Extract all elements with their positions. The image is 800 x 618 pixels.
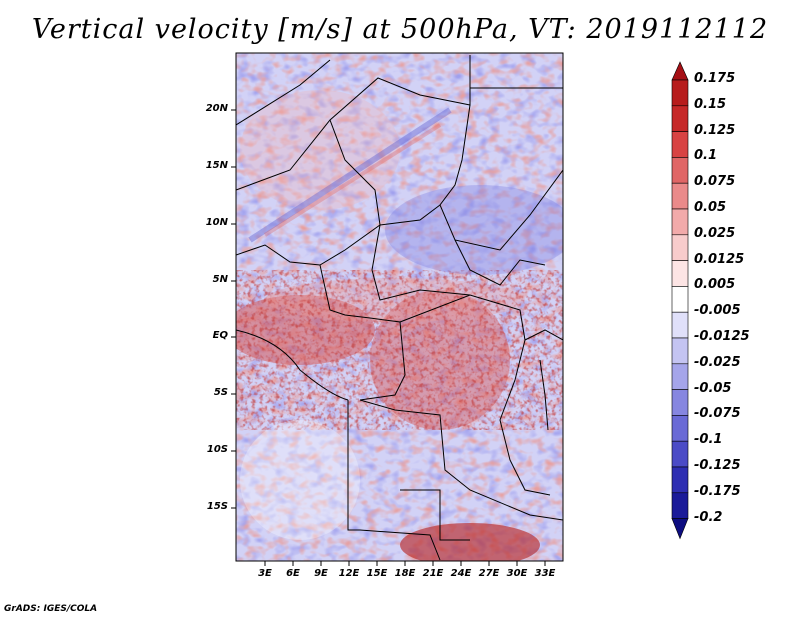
colorbar-label: 0.005 bbox=[694, 277, 736, 293]
colorbar-label: 0.05 bbox=[694, 200, 727, 215]
colorbar-swatch bbox=[671, 389, 689, 416]
colorbar-swatch bbox=[671, 440, 689, 468]
colorbar-max-arrow bbox=[671, 61, 689, 81]
chart-title: Vertical velocity [m/s] at 500hPa, VT: 2… bbox=[31, 14, 769, 45]
longitude-label: 15E bbox=[366, 568, 388, 579]
footer-credit: GrADS: IGES/COLA bbox=[4, 604, 98, 614]
colorbar-swatch bbox=[671, 337, 689, 365]
map-frame bbox=[235, 52, 564, 562]
colorbar-swatch bbox=[671, 182, 689, 210]
colorbar-label: 0.025 bbox=[694, 225, 736, 241]
latitude-label: EQ bbox=[212, 330, 228, 341]
axis-ticks bbox=[231, 109, 546, 566]
colorbar-swatch bbox=[671, 157, 689, 184]
colorbar-swatch bbox=[671, 415, 689, 442]
colorbar-label: 0.15 bbox=[694, 96, 727, 112]
latitude-label: 5N bbox=[212, 274, 228, 285]
colorbar-swatch bbox=[671, 131, 689, 158]
colorbar-label: -0.125 bbox=[694, 458, 741, 473]
longitude-label: 30E bbox=[506, 568, 528, 579]
colorbar-label: -0.005 bbox=[694, 303, 741, 319]
longitude-label: 9E bbox=[314, 568, 328, 579]
colorbar-label: -0.1 bbox=[694, 432, 723, 448]
colorbar-label: 0.1 bbox=[694, 148, 718, 164]
longitude-label: 6E bbox=[286, 568, 300, 579]
colorbar-label: -0.2 bbox=[694, 509, 723, 525]
colorbar-label: 0.0125 bbox=[694, 251, 745, 267]
country-borders bbox=[236, 55, 563, 561]
colorbar-swatch bbox=[671, 492, 689, 519]
colorbar-swatch bbox=[671, 79, 689, 107]
colorbar-label: 0.125 bbox=[694, 122, 736, 138]
colorbar-label: -0.025 bbox=[694, 354, 741, 370]
longitude-label: 12E bbox=[338, 568, 360, 579]
colorbar-label: -0.05 bbox=[694, 380, 732, 396]
colorbar bbox=[671, 61, 689, 540]
latitude-label: 5S bbox=[213, 387, 228, 398]
latitude-label: 10S bbox=[206, 444, 228, 455]
colorbar-label: 0.075 bbox=[694, 174, 736, 190]
longitude-label: 33E bbox=[534, 568, 556, 579]
colorbar-min-arrow bbox=[671, 518, 689, 540]
colorbar-swatch bbox=[671, 234, 689, 261]
longitude-label: 3E bbox=[258, 568, 272, 579]
longitude-label: 27E bbox=[478, 568, 500, 579]
colorbar-swatch bbox=[671, 363, 689, 390]
colorbar-label: -0.0125 bbox=[694, 329, 750, 344]
latitude-label: 10N bbox=[205, 217, 228, 228]
longitude-label: 18E bbox=[394, 568, 416, 579]
latitude-label: 15N bbox=[205, 160, 228, 171]
longitude-label: 21E bbox=[422, 568, 444, 579]
longitude-label: 24E bbox=[450, 568, 472, 579]
latitude-label: 15S bbox=[206, 501, 228, 512]
colorbar-swatch bbox=[671, 208, 689, 236]
colorbar-swatch bbox=[671, 286, 689, 313]
colorbar-label: 0.175 bbox=[694, 71, 736, 86]
colorbar-label: -0.175 bbox=[694, 483, 741, 499]
colorbar-swatch bbox=[671, 260, 689, 287]
colorbar-label: -0.075 bbox=[694, 406, 741, 422]
colorbar-swatch bbox=[671, 105, 689, 132]
colorbar-swatch bbox=[671, 311, 689, 339]
latitude-label: 20N bbox=[205, 103, 228, 114]
colorbar-swatch bbox=[671, 466, 689, 494]
